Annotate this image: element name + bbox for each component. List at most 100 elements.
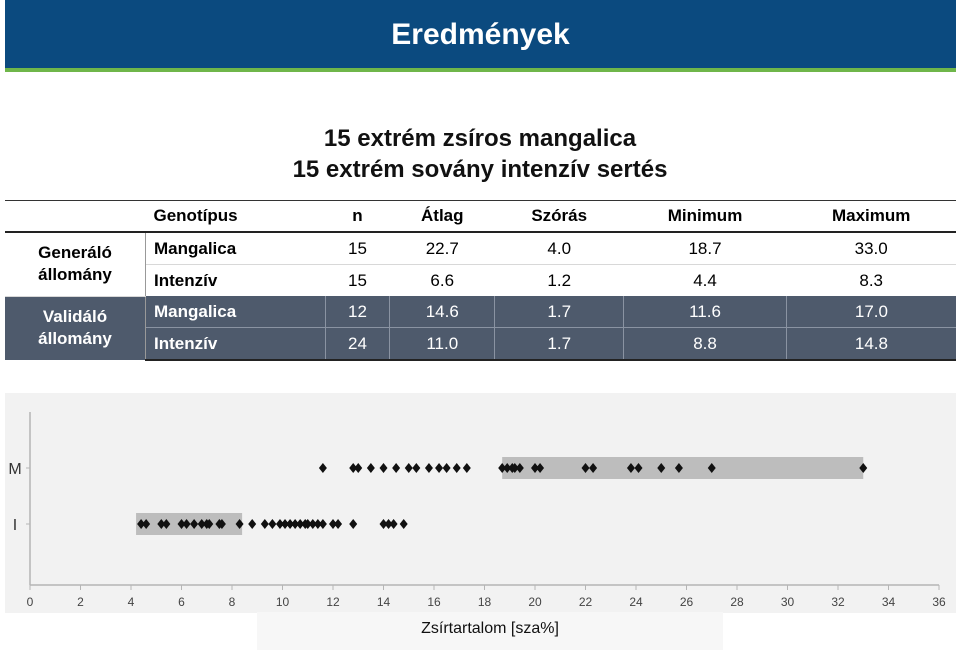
cell-sd: 1.7 — [494, 327, 624, 361]
cell-min: 8.8 — [623, 327, 787, 361]
group-label-line: állomány — [38, 329, 112, 349]
data-point — [392, 463, 401, 473]
x-tick-label: 18 — [478, 595, 492, 609]
x-tick-label: 10 — [276, 595, 290, 609]
x-tick-label: 36 — [932, 595, 946, 609]
table-row: Intenzív 15 6.6 1.2 4.4 8.3 — [5, 265, 956, 297]
cell-sd: 1.2 — [547, 270, 572, 290]
table-header-group — [5, 200, 146, 233]
table-row: Generáló állomány Mangalica 15 22.7 4.0 … — [5, 232, 956, 297]
data-point — [281, 519, 290, 529]
group-label-generating: Generáló állomány — [5, 232, 146, 297]
table-header-genotype: Genotípus — [145, 200, 326, 233]
cell-min: 11.6 — [623, 296, 787, 328]
data-point — [313, 519, 322, 529]
category-label: I — [13, 517, 17, 534]
header-bar — [5, 0, 956, 68]
data-point — [515, 463, 524, 473]
x-tick-label: 2 — [77, 595, 84, 609]
x-axis-label-box — [257, 612, 723, 650]
data-point — [435, 463, 444, 473]
cell-min: 4.4 — [693, 270, 717, 290]
table-header-min: Minimum — [623, 200, 787, 233]
data-point — [137, 519, 146, 529]
subtitle-line-1: 15 extrém zsíros mangalica — [323, 125, 637, 152]
data-point — [674, 463, 683, 473]
cell-n: 12 — [324, 296, 390, 328]
data-point — [318, 519, 327, 529]
data-point — [707, 463, 716, 473]
cell-mean: 22.7 — [389, 232, 495, 265]
cell-n: 24 — [324, 327, 390, 361]
cell-max: 8.3 — [859, 270, 883, 290]
cell-mean: 14.6 — [389, 296, 495, 328]
table-header-row: Genotípus n Átlag Szórás Minimum Maximum — [5, 200, 956, 233]
data-point — [303, 519, 312, 529]
data-point — [626, 463, 635, 473]
x-tick-label: 4 — [128, 595, 135, 609]
table-header-sd: Szórás — [494, 200, 624, 233]
data-point — [286, 519, 295, 529]
data-point — [442, 463, 451, 473]
data-point — [182, 519, 191, 529]
data-point — [498, 463, 507, 473]
x-tick-label: 24 — [629, 595, 643, 609]
table-row: Validáló állomány Mangalica 12 14.6 1.7 … — [5, 296, 956, 360]
x-tick-label: 12 — [326, 595, 340, 609]
data-point — [308, 519, 317, 529]
data-point — [162, 519, 171, 529]
data-point — [318, 463, 327, 473]
table-header-n: n — [325, 200, 390, 233]
data-point — [142, 519, 151, 529]
header-stripe — [5, 68, 956, 72]
cell-genotype: Mangalica — [145, 296, 326, 328]
cell-genotype: Intenzív — [145, 327, 326, 361]
data-point — [235, 519, 244, 529]
group-label-line: állomány — [38, 265, 112, 285]
x-tick-label: 8 — [229, 595, 236, 609]
x-tick-label: 20 — [528, 595, 542, 609]
cell-min: 18.7 — [623, 232, 787, 265]
cell-genotype: Mangalica — [145, 232, 326, 265]
x-axis-label: Zsírtartalom [sza%] — [421, 620, 559, 637]
data-point — [334, 519, 343, 529]
data-point — [248, 519, 257, 529]
data-point — [452, 463, 461, 473]
data-point — [197, 519, 206, 529]
cell-max: 17.0 — [785, 296, 956, 328]
group-label-line: Generáló — [38, 243, 112, 263]
data-point — [404, 463, 413, 473]
cell-mean: 6.6 — [430, 270, 455, 290]
data-point — [536, 463, 545, 473]
data-point — [268, 519, 277, 529]
x-tick-label: 28 — [730, 595, 744, 609]
table-header-max: Maximum — [786, 200, 956, 233]
data-point — [379, 519, 388, 529]
subtitle-line-2: 15 extrém sovány intenzív sertés — [292, 156, 668, 183]
data-point — [190, 519, 199, 529]
data-point — [366, 463, 375, 473]
x-tick-label: 6 — [178, 595, 185, 609]
cell-mean: 11.0 — [389, 327, 495, 361]
results-table: Genotípus n Átlag Szórás Minimum Maximum… — [5, 200, 956, 361]
data-point — [531, 463, 539, 473]
category-label: M — [8, 461, 21, 478]
table-header-mean: Átlag — [389, 200, 495, 233]
page-title: Eredmények — [391, 18, 570, 51]
x-tick-label: 0 — [27, 595, 34, 609]
cell-sd: 1.7 — [494, 296, 624, 328]
data-point — [589, 463, 598, 473]
data-point — [581, 463, 590, 473]
group-label-line: Validáló — [42, 307, 108, 327]
data-point — [260, 519, 269, 529]
x-tick-label: 22 — [579, 595, 593, 609]
data-point — [205, 519, 214, 529]
data-point — [329, 519, 337, 529]
data-point — [384, 519, 393, 529]
data-point — [859, 463, 868, 473]
data-point — [349, 463, 358, 473]
data-point — [349, 519, 358, 529]
data-point — [291, 519, 300, 529]
data-point — [354, 463, 363, 473]
cell-genotype: Intenzív — [154, 270, 218, 290]
